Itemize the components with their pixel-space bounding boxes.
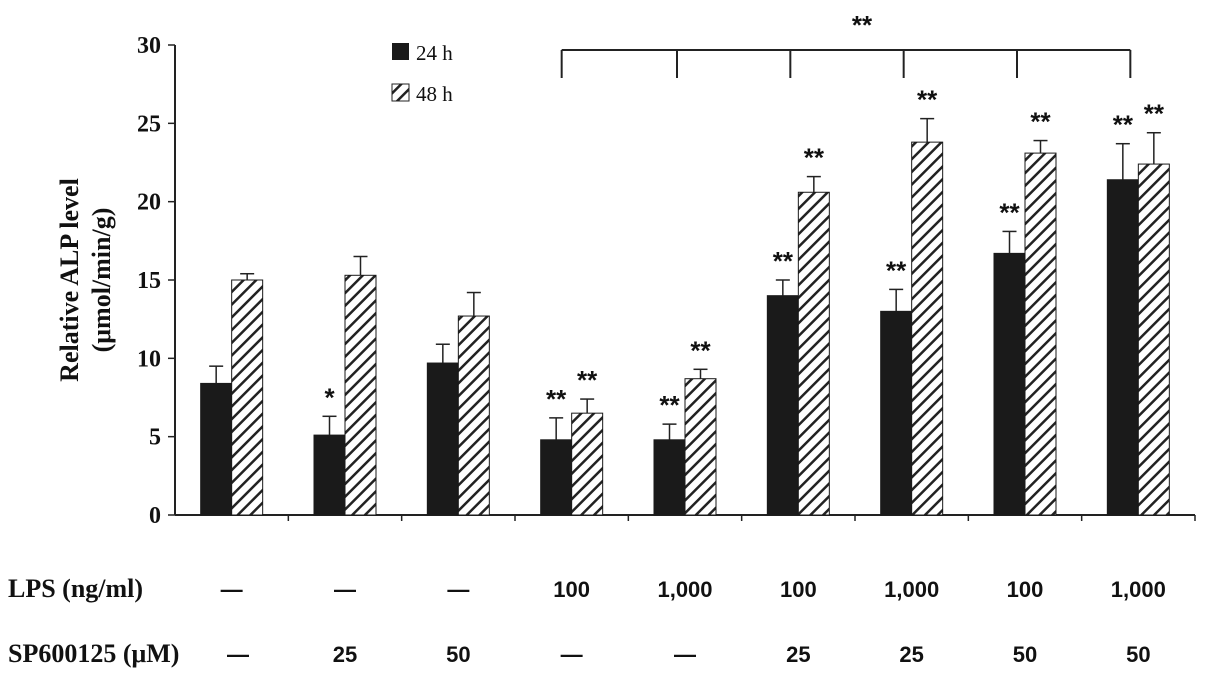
bar-s1-g1 [200, 382, 233, 516]
legend-swatch-48h [391, 83, 410, 102]
bar-s2-g9 [1137, 163, 1170, 516]
bar-s1-g8 [993, 252, 1026, 516]
y-ticks: 0 5 10 15 20 25 30 [137, 33, 175, 529]
comparison-bracket: ** [560, 10, 1132, 78]
y-tick-label-3: 15 [137, 268, 161, 294]
y-tick-label-0: 0 [149, 503, 161, 529]
cond-sp-value-6: 25 [786, 642, 810, 667]
cond-lps-value-8: 100 [1007, 577, 1044, 602]
sig-s1-g8: ** [999, 197, 1020, 227]
sig-s1-g9: ** [1113, 110, 1134, 140]
y-tick-label-1: 5 [149, 425, 161, 451]
sig-s2-g6: ** [804, 143, 825, 173]
cond-lps-value-1: — [221, 577, 243, 602]
cond-lps-value-2: — [334, 577, 356, 602]
cond-sp-value-3: 50 [446, 642, 470, 667]
sig-s1-g6: ** [773, 246, 794, 276]
sp600125-row-label: SP600125 (μM) [8, 639, 179, 668]
cond-lps-value-4: 100 [553, 577, 590, 602]
legend-swatch-24h [392, 43, 409, 60]
bar-s2-g4 [571, 412, 604, 516]
significance-markers: * ** **** **************** ** [324, 85, 1164, 421]
cond-lps-value-5: 1,000 [657, 577, 712, 602]
bar-s2-g1 [231, 279, 264, 516]
bar-s1-g7 [880, 310, 913, 516]
sig-s1-g5: ** [659, 390, 680, 420]
cond-lps-value-6: 100 [780, 577, 817, 602]
bracket-label: ** [852, 10, 873, 40]
sig-s1-g7: ** [886, 255, 907, 285]
y-tick-label-5: 25 [137, 111, 161, 137]
y-axis-label: Relative ALP level (μmol/min/g) [55, 178, 116, 382]
sig-s1-g4: ** [546, 384, 567, 414]
error-bars [209, 117, 1161, 440]
bar-s2-g2 [344, 274, 377, 516]
y-tick-label-2: 10 [137, 346, 161, 372]
bar-s2-g7 [911, 141, 944, 516]
bar-s2-g8 [1024, 152, 1057, 516]
y-axis-label-line1: Relative ALP level [55, 178, 84, 382]
sig-s2-g5: ** [690, 335, 711, 365]
sig-s2-g8: ** [1030, 107, 1051, 137]
bar-s1-g6 [766, 295, 799, 516]
legend-label-24h: 24 h [416, 41, 453, 65]
cond-lps-value-3: — [447, 577, 469, 602]
bars [200, 141, 1170, 516]
cond-lps-value-7: 1,000 [884, 577, 939, 602]
sig-s2-g9: ** [1144, 99, 1165, 129]
sig-s2-g7: ** [917, 85, 938, 115]
bar-s2-g5 [684, 378, 717, 516]
legend-label-48h: 48 h [416, 82, 453, 106]
cond-sp-value-8: 50 [1013, 642, 1037, 667]
cond-sp-value-7: 25 [899, 642, 923, 667]
lps-row-label: LPS (ng/ml) [8, 574, 143, 603]
bar-s1-g5 [653, 439, 686, 516]
cond-lps-value-9: 1,000 [1111, 577, 1166, 602]
cond-sp-value-2: 25 [333, 642, 357, 667]
bar-s1-g9 [1106, 179, 1139, 516]
bar-s1-g4 [540, 439, 573, 516]
cond-sp-value-1: — [227, 642, 249, 667]
bar-s1-g2 [313, 434, 346, 516]
bar-s2-g3 [457, 315, 490, 516]
y-axis-label-line2: (μmol/min/g) [87, 208, 116, 353]
condition-table: LPS (ng/ml) SP600125 (μM) — — — 100 1,000 100… [8, 574, 1166, 668]
sig-s1-g2: * [324, 382, 335, 412]
cond-sp-value-5: — [674, 642, 696, 667]
legend: 24 h 48 h [391, 41, 453, 106]
cond-sp-value-9: 50 [1126, 642, 1150, 667]
bar-s2-g6 [797, 191, 830, 516]
bar-s1-g3 [426, 362, 459, 516]
y-tick-label-4: 20 [137, 190, 161, 216]
cond-sp-value-4: — [561, 642, 583, 667]
y-tick-label-6: 30 [137, 33, 161, 59]
sig-s2-g4: ** [577, 365, 598, 395]
